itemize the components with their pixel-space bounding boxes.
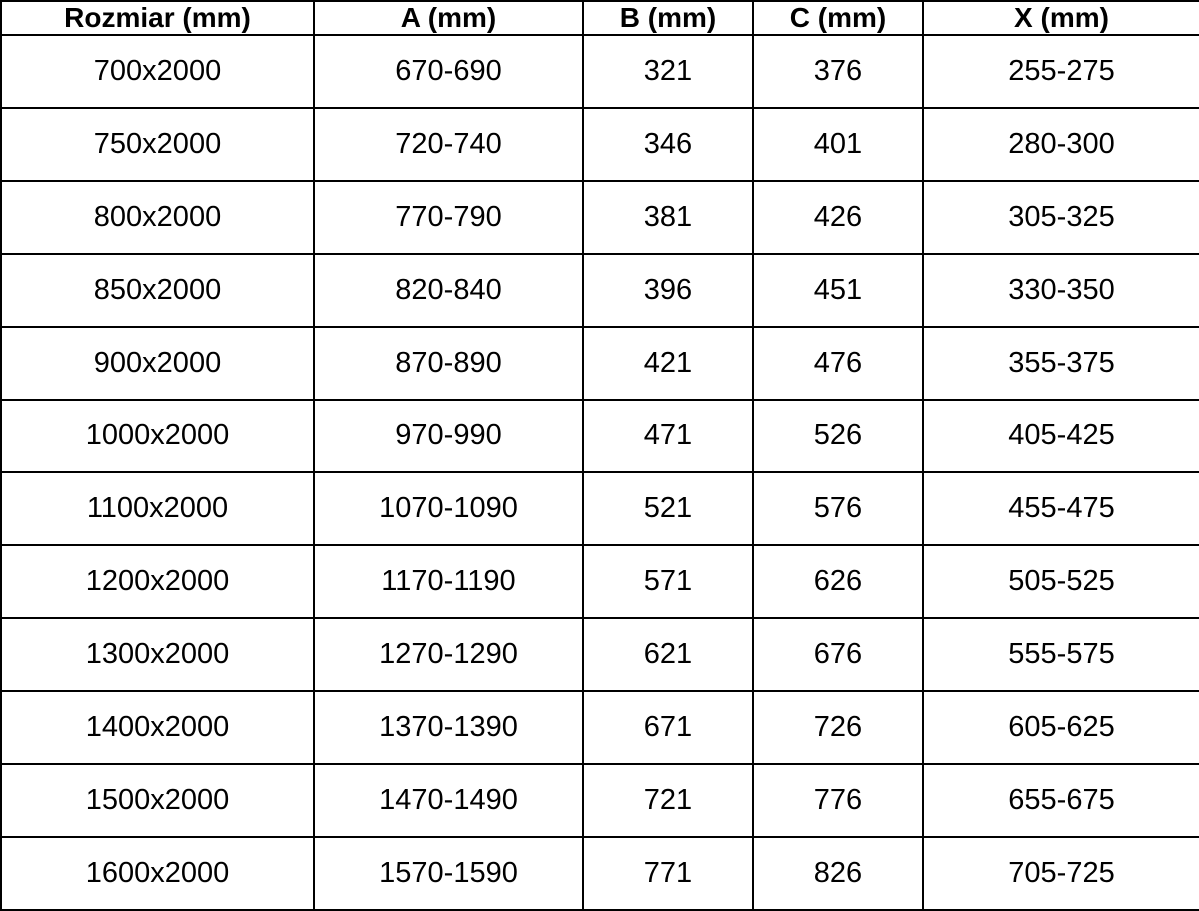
table-row: 1400x2000 1370-1390 671 726 605-625 — [0, 690, 1199, 766]
column-header: C (mm) — [752, 0, 924, 36]
table-cell: 626 — [752, 544, 924, 620]
table-cell: 1200x2000 — [0, 544, 315, 620]
table-cell: 771 — [582, 835, 754, 911]
table-row: 850x2000 820-840 396 451 330-350 — [0, 252, 1199, 328]
table-cell: 970-990 — [313, 398, 584, 474]
column-header: Rozmiar (mm) — [0, 0, 315, 36]
table-cell: 1470-1490 — [313, 763, 584, 838]
table-cell: 505-525 — [922, 544, 1199, 620]
table-cell: 1570-1590 — [313, 835, 584, 911]
table-cell: 571 — [582, 544, 754, 620]
table-cell: 280-300 — [922, 106, 1199, 182]
table-cell: 396 — [582, 252, 754, 328]
table-cell: 355-375 — [922, 325, 1199, 401]
table-row: 1000x2000 970-990 471 526 405-425 — [0, 398, 1199, 474]
table-cell: 670-690 — [313, 34, 584, 109]
table-cell: 1070-1090 — [313, 471, 584, 547]
table-row: 1100x2000 1070-1090 521 576 455-475 — [0, 471, 1199, 547]
table-cell: 521 — [582, 471, 754, 547]
table-cell: 576 — [752, 471, 924, 547]
table-cell: 826 — [752, 835, 924, 911]
table-cell: 526 — [752, 398, 924, 474]
table-cell: 750x2000 — [0, 106, 315, 182]
table-cell: 471 — [582, 398, 754, 474]
table-cell: 1100x2000 — [0, 471, 315, 547]
table-cell: 776 — [752, 763, 924, 838]
table-cell: 401 — [752, 106, 924, 182]
table-cell: 705-725 — [922, 835, 1199, 911]
table-row: 1200x2000 1170-1190 571 626 505-525 — [0, 544, 1199, 620]
table-cell: 1500x2000 — [0, 763, 315, 838]
table-cell: 305-325 — [922, 179, 1199, 255]
table-row: 750x2000 720-740 346 401 280-300 — [0, 106, 1199, 182]
table-cell: 255-275 — [922, 34, 1199, 109]
table-row: 900x2000 870-890 421 476 355-375 — [0, 325, 1199, 401]
table-cell: 376 — [752, 34, 924, 109]
table-cell: 476 — [752, 325, 924, 401]
column-header: B (mm) — [582, 0, 754, 36]
table-cell: 720-740 — [313, 106, 584, 182]
table-cell: 1370-1390 — [313, 690, 584, 766]
table-cell: 330-350 — [922, 252, 1199, 328]
table-cell: 1270-1290 — [313, 617, 584, 693]
table-cell: 421 — [582, 325, 754, 401]
table-cell: 555-575 — [922, 617, 1199, 693]
table-cell: 346 — [582, 106, 754, 182]
table-cell: 1300x2000 — [0, 617, 315, 693]
table-body: 700x2000 670-690 321 376 255-275 750x2000 720-… — [0, 34, 1199, 911]
table-row: 1600x2000 1570-1590 771 826 705-725 — [0, 835, 1199, 911]
table-cell: 621 — [582, 617, 754, 693]
table-cell: 850x2000 — [0, 252, 315, 328]
header-row: Rozmiar (mm) A (mm) B (mm) C (mm) X (mm) — [0, 0, 1199, 36]
table-row: 1300x2000 1270-1290 621 676 555-575 — [0, 617, 1199, 693]
table-cell: 321 — [582, 34, 754, 109]
table-cell: 405-425 — [922, 398, 1199, 474]
table-cell: 820-840 — [313, 252, 584, 328]
table-cell: 451 — [752, 252, 924, 328]
table-cell: 700x2000 — [0, 34, 315, 109]
table-cell: 1600x2000 — [0, 835, 315, 911]
column-header: X (mm) — [922, 0, 1199, 36]
table-cell: 726 — [752, 690, 924, 766]
table-cell: 770-790 — [313, 179, 584, 255]
table-cell: 870-890 — [313, 325, 584, 401]
table-row: 1500x2000 1470-1490 721 776 655-675 — [0, 763, 1199, 838]
table-cell: 900x2000 — [0, 325, 315, 401]
table-cell: 426 — [752, 179, 924, 255]
column-header: A (mm) — [313, 0, 584, 36]
table-cell: 676 — [752, 617, 924, 693]
table-cell: 655-675 — [922, 763, 1199, 838]
table-cell: 721 — [582, 763, 754, 838]
table-row: 800x2000 770-790 381 426 305-325 — [0, 179, 1199, 255]
table-cell: 800x2000 — [0, 179, 315, 255]
table-cell: 455-475 — [922, 471, 1199, 547]
table-cell: 1170-1190 — [313, 544, 584, 620]
table-row: 700x2000 670-690 321 376 255-275 — [0, 34, 1199, 109]
table-cell: 605-625 — [922, 690, 1199, 766]
table-cell: 1400x2000 — [0, 690, 315, 766]
table-cell: 381 — [582, 179, 754, 255]
table-cell: 671 — [582, 690, 754, 766]
table-cell: 1000x2000 — [0, 398, 315, 474]
